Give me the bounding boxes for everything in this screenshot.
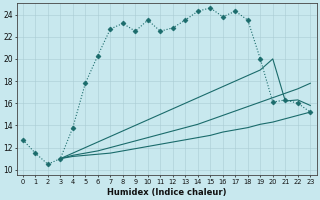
- X-axis label: Humidex (Indice chaleur): Humidex (Indice chaleur): [107, 188, 226, 197]
